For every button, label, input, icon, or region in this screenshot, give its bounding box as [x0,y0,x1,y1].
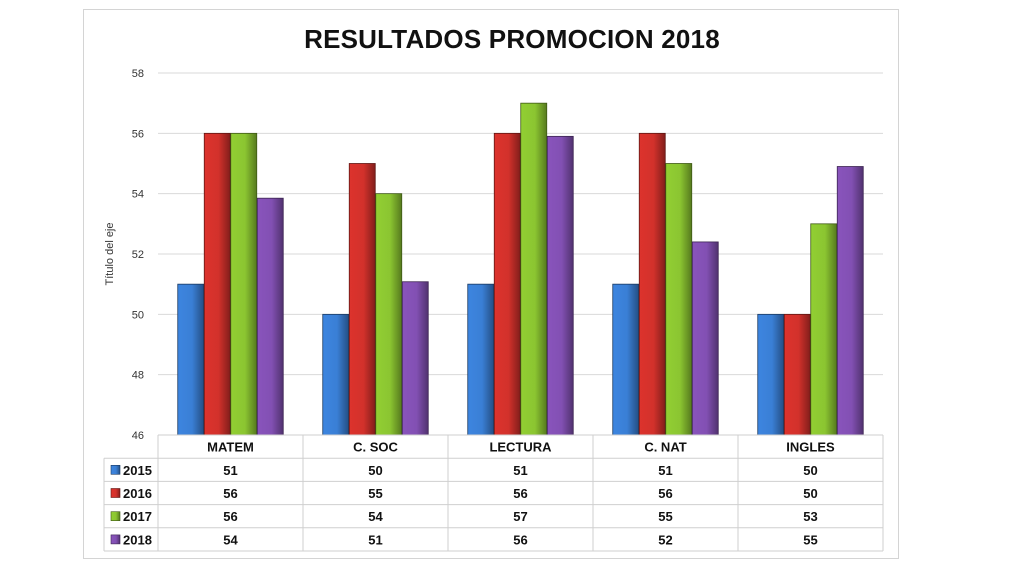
table-cell: 51 [223,463,237,478]
bar-2016-0 [203,132,231,436]
bar-2015-0 [177,283,205,436]
category-label: INGLES [786,440,835,455]
bar-2015-1 [322,313,350,436]
table-cell: 55 [803,532,817,547]
bar-2017-0 [230,132,258,436]
bar-2018-3 [691,241,719,436]
table-cell: 51 [368,532,382,547]
legend-label: 2016 [123,486,152,501]
category-label: C. NAT [644,440,686,455]
table-cell: 55 [658,509,672,524]
bar-2018-1 [401,281,429,436]
bar-2017-4 [810,223,838,436]
category-label: LECTURA [489,440,552,455]
table-cell: 56 [513,532,527,547]
y-tick-label: 48 [132,370,144,382]
bar-2017-2 [520,102,548,436]
bar-2015-3 [612,283,640,436]
chart-title: RESULTADOS PROMOCION 2018 [304,24,720,54]
table-cell: 50 [368,463,382,478]
y-tick-label: 52 [132,249,144,261]
y-axis-label: Título del eje [104,223,116,286]
legend-key-2017 [110,511,121,522]
y-tick-label: 56 [132,128,144,140]
bar-2016-1 [348,163,376,436]
bar-2015-4 [757,313,785,436]
bar-2016-4 [783,313,811,436]
legend-label: 2018 [123,532,152,547]
bar-2018-0 [256,197,284,436]
table-cell: 51 [658,463,672,478]
table-cell: 56 [223,486,237,501]
bar-2016-2 [493,132,521,436]
bar-2018-2 [546,135,574,436]
table-cell: 55 [368,486,382,501]
bar-2017-3 [665,163,693,436]
bar-2016-3 [638,132,666,436]
legend-key-2015 [110,464,121,475]
table-cell: 54 [223,532,238,547]
bar-2018-4 [836,166,864,436]
table-cell: 57 [513,509,527,524]
table-cell: 56 [658,486,672,501]
y-tick-label: 54 [132,189,144,201]
data-table: MATEM C. SOC LECTURA C. NAT INGLES 2015 51 50 51… [103,434,884,552]
table-cell: 52 [658,532,672,547]
legend-label: 2015 [123,463,152,478]
legend-key-2018 [110,534,121,545]
table-cell: 54 [368,509,383,524]
y-axis-ticks: 46 48 50 52 54 56 58 [132,68,144,442]
category-label: C. SOC [353,440,398,455]
bar-2017-1 [375,193,403,436]
legend-label: 2017 [123,509,152,524]
table-cell: 56 [223,509,237,524]
bars [177,102,864,436]
category-label: MATEM [207,440,254,455]
bar-2015-2 [467,283,495,436]
table-cell: 50 [803,463,817,478]
table-cell: 56 [513,486,527,501]
table-cell: 51 [513,463,527,478]
legend-key-2016 [110,488,121,498]
table-cell: 50 [803,486,817,501]
table-cell: 53 [803,509,817,524]
y-tick-label: 58 [132,68,144,80]
y-tick-label: 50 [132,309,144,321]
y-tick-label: 46 [132,430,144,442]
